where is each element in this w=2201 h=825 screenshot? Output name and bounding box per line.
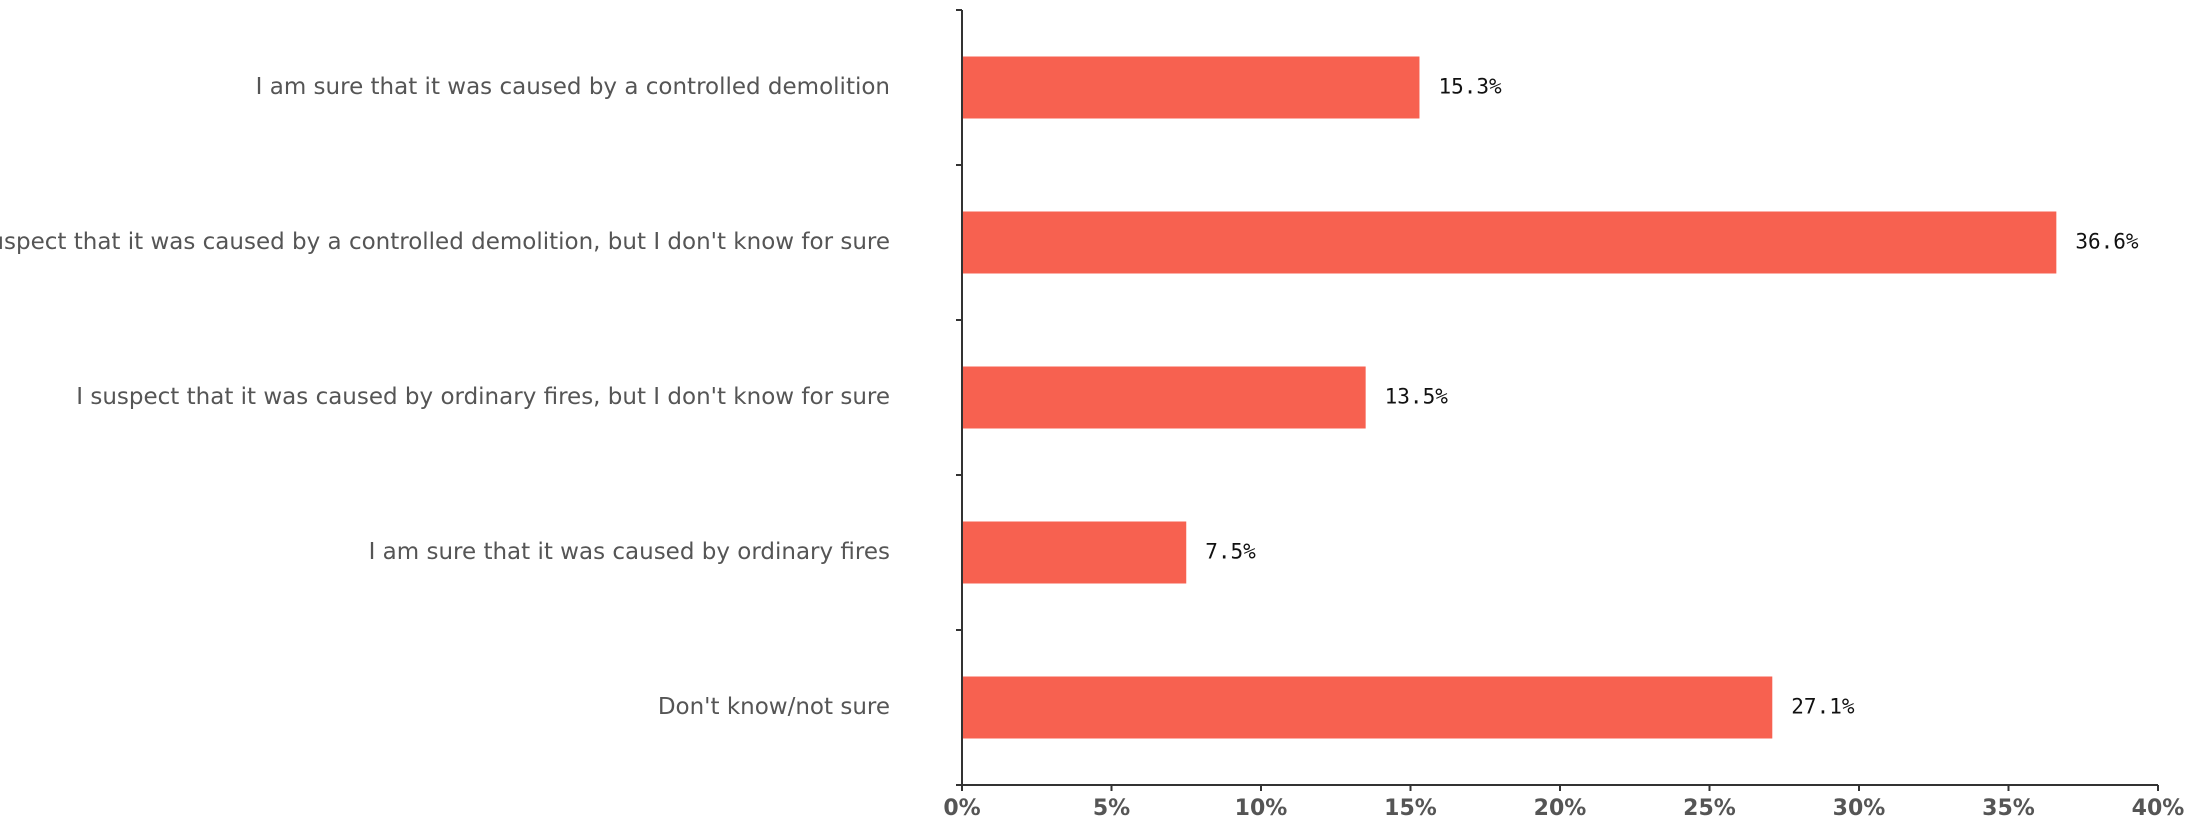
category-label-3: I am sure that it was caused by ordinary… [369, 539, 890, 565]
value-label-3: 7.5% [1205, 540, 1256, 564]
category-label-0: I am sure that it was caused by a contro… [256, 74, 890, 100]
x-tick-label-2: 10% [1235, 796, 1288, 821]
axes-layer: 0% 5% 10% 15% 20% 25% 30% 35% 40% [943, 9, 2185, 821]
x-tick-label-8: 40% [2132, 796, 2185, 821]
value-label-4: 27.1% [1791, 695, 1855, 719]
bars-layer [962, 56, 2057, 739]
bar-1 [962, 211, 2057, 274]
bar-2 [962, 366, 1366, 429]
bar-4 [962, 676, 1773, 739]
value-label-0: 15.3% [1438, 75, 1502, 99]
x-tick-label-3: 15% [1384, 796, 1437, 821]
category-label-2: I suspect that it was caused by ordinary… [76, 384, 890, 410]
x-tick-label-0: 0% [943, 796, 980, 821]
x-tick-label-4: 20% [1534, 796, 1587, 821]
value-label-1: 36.6% [2075, 230, 2139, 254]
value-label-2: 13.5% [1385, 385, 1449, 409]
x-tick-label-5: 25% [1683, 796, 1736, 821]
bar-3 [962, 521, 1187, 584]
x-tick-label-7: 35% [1982, 796, 2035, 821]
x-tick-label-1: 5% [1093, 796, 1130, 821]
labels-layer: I am sure that it was caused by a contro… [0, 74, 2139, 720]
category-label-1: I suspect that it was caused by a contro… [0, 229, 890, 255]
x-tick-label-6: 30% [1833, 796, 1886, 821]
category-label-4: Don't know/not sure [658, 694, 890, 720]
bar-0 [962, 56, 1420, 119]
